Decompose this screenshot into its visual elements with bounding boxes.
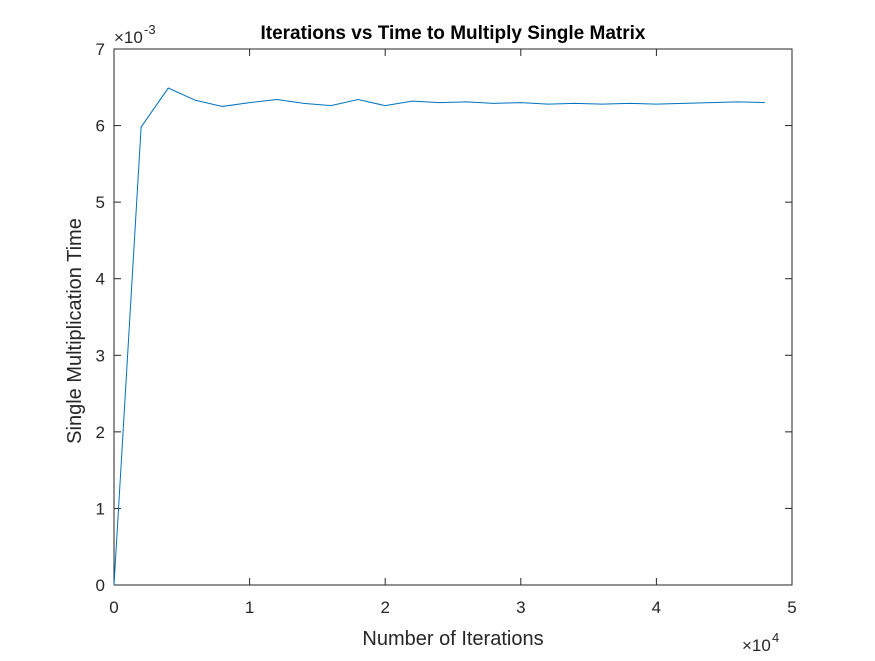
- y-tick-label: 2: [96, 423, 105, 442]
- y-exponent-label: ×10 -3: [114, 22, 156, 47]
- x-tick-label: 1: [245, 598, 254, 617]
- x-tick-label: 2: [380, 598, 389, 617]
- x-exponent-base: ×10: [742, 636, 771, 655]
- axes-box: [113, 48, 793, 586]
- y-exponent-power: -3: [144, 22, 156, 37]
- x-tick-label: 3: [516, 598, 525, 617]
- y-tick-label: 7: [96, 40, 105, 59]
- y-tick-label: 3: [96, 346, 105, 365]
- x-exponent-label: ×10 4: [742, 630, 779, 655]
- y-tick-label: 4: [96, 270, 105, 289]
- y-tick-label: 5: [96, 193, 105, 212]
- x-tick-label: 5: [787, 598, 796, 617]
- series-line: [113, 87, 765, 586]
- x-axis-label: Number of Iterations: [362, 628, 543, 650]
- axes-frame: [113, 48, 793, 586]
- y-axis-label: Single Multiplication Time: [64, 218, 86, 444]
- y-tick-label: 1: [96, 499, 105, 518]
- y-tick-label: 6: [96, 117, 105, 136]
- y-exponent-base: ×10: [114, 28, 143, 47]
- x-axis-ticks: 0 1 2 3 4 5: [109, 49, 797, 617]
- chart-title: Iterations vs Time to Multiply Single Ma…: [260, 23, 645, 44]
- y-tick-label: 0: [96, 576, 105, 595]
- series-group: [113, 87, 765, 586]
- x-tick-label: 4: [652, 598, 661, 617]
- x-tick-label: 0: [109, 598, 118, 617]
- y-axis-ticks: 0 1 2 3 4 5 6 7: [96, 40, 792, 595]
- x-exponent-power: 4: [772, 630, 779, 645]
